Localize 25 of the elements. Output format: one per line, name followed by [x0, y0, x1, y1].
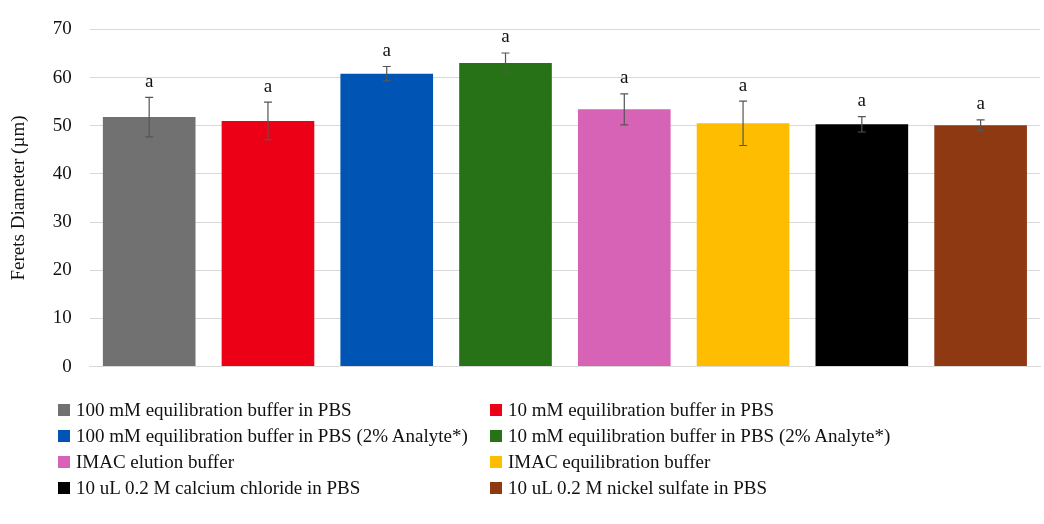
annotation: a [501, 25, 511, 47]
y-tick-label: 20 [52, 258, 72, 280]
legend-label: 10 mM equilibration buffer in PBS [508, 398, 775, 421]
annotation: a [382, 38, 392, 60]
annotation: a [620, 66, 630, 88]
annotation: a [738, 73, 748, 95]
legend-label: 10 uL 0.2 M calcium chloride in PBS [76, 476, 361, 499]
annotation: a [976, 92, 986, 114]
y-tick-label: 0 [62, 354, 72, 376]
y-tick-label: 60 [52, 65, 72, 87]
legend-label: 100 mM equilibration buffer in PBS (2% Analyte*) [76, 424, 468, 447]
annotation: a [263, 74, 273, 96]
y-tick-label: 30 [52, 210, 72, 232]
annotation: a [857, 89, 867, 111]
legend-label: 100 mM equilibration buffer in PBS [76, 398, 352, 421]
legend-label: 10 mM equilibration buffer in PBS (2% Analyte*) [508, 424, 891, 447]
y-tick-label: 10 [52, 306, 72, 328]
y-tick-label: 50 [52, 113, 72, 135]
legend-label: IMAC elution buffer [76, 450, 234, 473]
y-axis-title: Ferets Diameter (µm) [7, 115, 30, 281]
annotation: a [144, 69, 154, 91]
legend-label: 10 uL 0.2 M nickel sulfate in PBS [508, 476, 767, 499]
y-tick-label: 70 [52, 17, 72, 39]
y-tick-label: 40 [52, 161, 72, 183]
legend-label: IMAC equilibration buffer [508, 450, 711, 473]
